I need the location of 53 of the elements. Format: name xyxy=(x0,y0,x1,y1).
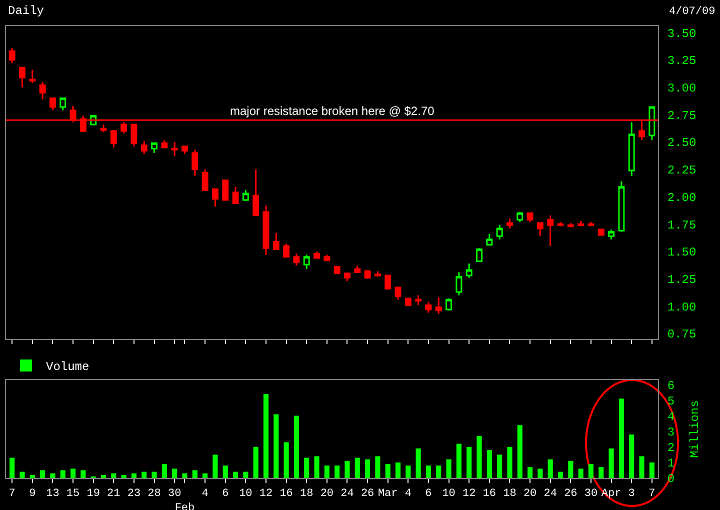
y-tick-label: 2.25 xyxy=(667,164,696,178)
x-tick-label: 30 xyxy=(168,488,182,500)
x-tick-label: 4 xyxy=(202,488,209,500)
y-tick-label: 3.50 xyxy=(667,26,696,41)
x-tick-label: 20 xyxy=(320,488,334,500)
x-tick-label: 24 xyxy=(340,488,354,500)
x-tick-label: 26 xyxy=(564,488,578,500)
x-tick-label: 20 xyxy=(523,488,537,500)
y-tick-label: 1 xyxy=(667,456,675,471)
x-tick-label: 4 xyxy=(404,488,412,500)
y-tick-label: 5 xyxy=(667,394,675,408)
y-tick-label: 3 xyxy=(667,426,675,440)
y-tick-label: 1.75 xyxy=(667,218,696,232)
y-tick-label: 1.50 xyxy=(667,246,696,260)
x-tick-label: 3 xyxy=(628,488,635,500)
x-tick-label: 19 xyxy=(86,488,100,500)
y-tick-label: 2.50 xyxy=(667,136,696,150)
y-tick-label: 1.25 xyxy=(667,273,696,288)
x-tick-label: 18 xyxy=(300,488,314,500)
x-tick-label: 12 xyxy=(259,488,273,500)
y-tick-label: 1.00 xyxy=(667,300,696,314)
y-tick-label: 2.75 xyxy=(667,108,696,123)
ref-line-label: major resistance broken here @ $2.70 xyxy=(230,104,435,118)
x-tick-label: 16 xyxy=(280,488,293,500)
chart-title: Daily xyxy=(8,4,44,18)
text: 4/07/09 xyxy=(669,6,716,18)
y-tick-label: 0.75 xyxy=(667,328,696,342)
x-tick-label: 16 xyxy=(482,488,496,500)
x-tick-label: 13 xyxy=(46,488,60,500)
x-tick-label: 18 xyxy=(503,488,516,500)
y-tick-label: 3.00 xyxy=(667,81,696,96)
x-tick-label: 7 xyxy=(648,488,656,500)
x-tick-label: 26 xyxy=(360,488,374,500)
x-tick-label: Mar xyxy=(378,488,398,500)
x-tick-label: 6 xyxy=(222,488,229,500)
legend-label: Volume xyxy=(46,360,90,374)
x-tick-label: 21 xyxy=(107,488,121,500)
x-tick-label: 28 xyxy=(148,488,161,500)
x-tick-label: 9 xyxy=(29,488,36,500)
x-tick-label: 30 xyxy=(584,488,598,500)
y-tick-label: 6 xyxy=(667,378,675,393)
x-tick-label: 6 xyxy=(425,488,432,500)
x-tick-label: 24 xyxy=(544,488,558,500)
x-tick-label: 12 xyxy=(462,488,476,500)
x-tick-label: 15 xyxy=(66,488,80,500)
y-tick-label: 3.25 xyxy=(667,54,696,68)
x-tick-label: 23 xyxy=(127,488,141,500)
x-tick-label: 10 xyxy=(239,488,252,500)
x-tick-label: 7 xyxy=(8,488,16,500)
x-tick-label: 10 xyxy=(442,488,456,500)
y-tick-label: 2.00 xyxy=(667,190,696,205)
y-tick-label: 2 xyxy=(667,441,675,456)
y-axis-title: Millions xyxy=(688,400,702,458)
